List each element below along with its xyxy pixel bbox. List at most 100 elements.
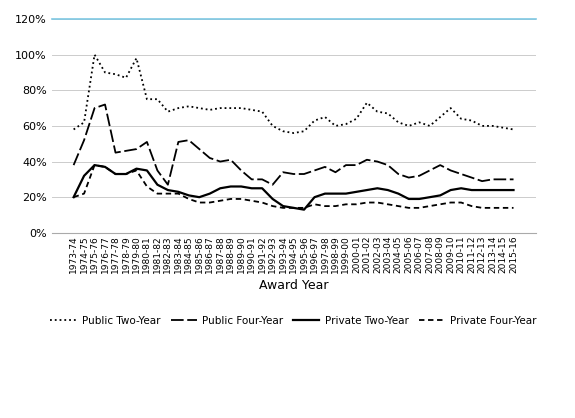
Line: Public Two-Year: Public Two-Year <box>74 55 513 133</box>
Private Four-Year <box>144 184 151 189</box>
Private Four-Year <box>447 200 454 205</box>
Public Two-Year <box>133 56 140 61</box>
Private Two-Year <box>81 173 87 178</box>
Private Four-Year <box>70 195 77 200</box>
Private Two-Year <box>353 189 360 194</box>
Public Two-Year <box>301 129 308 134</box>
Private Two-Year <box>416 196 423 201</box>
Public Two-Year <box>144 97 151 102</box>
Private Four-Year <box>175 191 182 196</box>
Private Two-Year <box>426 195 433 200</box>
Private Two-Year <box>259 186 266 191</box>
Public Four-Year <box>363 157 370 162</box>
Public Two-Year <box>227 106 234 111</box>
Private Four-Year <box>416 205 423 210</box>
Private Four-Year <box>426 204 433 209</box>
Public Two-Year <box>489 123 496 128</box>
Public Two-Year <box>259 109 266 114</box>
Private Two-Year <box>332 191 339 196</box>
Private Two-Year <box>437 193 444 198</box>
Private Two-Year <box>458 186 465 191</box>
Public Four-Year <box>154 168 161 173</box>
Private Four-Year <box>500 205 507 210</box>
Public Two-Year <box>196 106 203 111</box>
Private Four-Year <box>81 191 87 196</box>
Private Four-Year <box>122 171 129 176</box>
Public Two-Year <box>363 100 370 105</box>
Public Four-Year <box>311 168 318 173</box>
Private Two-Year <box>301 207 308 212</box>
Public Four-Year <box>185 138 192 143</box>
Private Two-Year <box>227 184 234 189</box>
Private Two-Year <box>290 205 297 210</box>
Public Four-Year <box>468 175 475 180</box>
Private Four-Year <box>478 205 485 210</box>
Private Four-Year <box>311 202 318 207</box>
Private Two-Year <box>311 195 318 200</box>
Private Two-Year <box>468 188 475 193</box>
Public Two-Year <box>185 104 192 109</box>
Public Two-Year <box>321 115 328 120</box>
Public Four-Year <box>102 102 109 107</box>
Private Four-Year <box>91 163 98 168</box>
Private Four-Year <box>279 205 286 210</box>
Private Two-Year <box>395 191 402 196</box>
Public Four-Year <box>478 178 485 184</box>
Public Four-Year <box>259 177 266 182</box>
Public Two-Year <box>510 127 517 132</box>
Private Two-Year <box>343 191 350 196</box>
Public Two-Year <box>112 72 119 77</box>
Private Four-Year <box>374 200 381 205</box>
Private Two-Year <box>500 188 507 193</box>
Public Four-Year <box>237 168 244 173</box>
Private Four-Year <box>363 200 370 205</box>
Public Two-Year <box>217 106 224 111</box>
Public Two-Year <box>426 123 433 128</box>
Private Four-Year <box>102 164 109 169</box>
Public Four-Year <box>405 175 412 180</box>
Private Two-Year <box>185 193 192 198</box>
Private Two-Year <box>91 163 98 168</box>
Private Two-Year <box>144 168 151 173</box>
Public Two-Year <box>384 111 391 116</box>
Private Four-Year <box>196 200 203 205</box>
Public Four-Year <box>227 157 234 162</box>
Private Two-Year <box>175 189 182 194</box>
Private Two-Year <box>70 195 77 200</box>
Private Two-Year <box>196 195 203 200</box>
Private Four-Year <box>217 198 224 203</box>
Public Two-Year <box>206 107 213 112</box>
Public Four-Year <box>81 138 87 143</box>
Private Two-Year <box>447 188 454 193</box>
Private Four-Year <box>301 205 308 210</box>
Public Two-Year <box>164 109 171 114</box>
Private Two-Year <box>321 191 328 196</box>
Public Four-Year <box>384 163 391 168</box>
Public Four-Year <box>112 150 119 155</box>
Line: Private Four-Year: Private Four-Year <box>74 165 513 208</box>
Public Four-Year <box>164 182 171 187</box>
Public Four-Year <box>70 163 77 168</box>
Private Four-Year <box>185 196 192 201</box>
Public Four-Year <box>374 159 381 164</box>
Private Four-Year <box>269 204 276 209</box>
Private Two-Year <box>363 188 370 193</box>
Public Four-Year <box>133 147 140 152</box>
Private Two-Year <box>206 191 213 196</box>
Public Four-Year <box>144 140 151 145</box>
Public Four-Year <box>353 163 360 168</box>
Public Two-Year <box>332 123 339 128</box>
Legend: Public Two-Year, Public Four-Year, Private Two-Year, Private Four-Year: Public Two-Year, Public Four-Year, Priva… <box>46 312 541 330</box>
Public Two-Year <box>447 106 454 111</box>
Public Four-Year <box>332 170 339 175</box>
Private Two-Year <box>489 188 496 193</box>
Line: Private Two-Year: Private Two-Year <box>74 165 513 210</box>
Public Four-Year <box>447 168 454 173</box>
Public Two-Year <box>175 106 182 111</box>
Private Four-Year <box>154 191 161 196</box>
Public Two-Year <box>279 129 286 134</box>
Public Two-Year <box>102 70 109 75</box>
Public Two-Year <box>343 122 350 127</box>
Public Two-Year <box>478 123 485 128</box>
Private Four-Year <box>321 204 328 209</box>
